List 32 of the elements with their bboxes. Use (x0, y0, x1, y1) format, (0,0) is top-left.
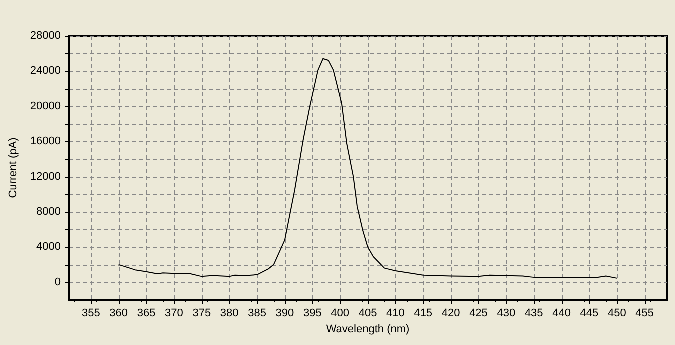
y-tick-label: 12000 (30, 170, 61, 183)
x-tick-label: 360 (110, 308, 128, 320)
y-axis-title: Current (pA) (8, 138, 20, 198)
y-tick-label: 28000 (30, 30, 61, 42)
x-tick-label: 420 (442, 308, 460, 320)
x-tick-label: 450 (608, 308, 626, 320)
y-tick-label: 16000 (30, 136, 61, 148)
x-tick-label: 395 (303, 308, 322, 320)
line-series (118, 58, 618, 279)
x-tick-label: 435 (524, 308, 544, 320)
x-tick-label: 390 (276, 308, 294, 320)
x-tick-label: 425 (470, 308, 488, 320)
x-tick-label: 445 (580, 308, 599, 320)
x-axis-title: Wavelength (nm) (326, 323, 410, 336)
x-tick-label: 355 (82, 308, 100, 320)
x-tick-label: 400 (331, 308, 350, 320)
x-tick-label: 405 (358, 308, 378, 320)
x-tick-label: 385 (248, 308, 266, 320)
x-tick-label: 440 (552, 308, 571, 320)
y-tick-label: 8000 (36, 206, 61, 218)
x-tick-label: 455 (636, 308, 654, 320)
x-tick-label: 430 (497, 308, 516, 320)
y-tick-label: 24000 (30, 65, 61, 78)
x-tick-label: 415 (414, 308, 433, 320)
x-tick-label: 380 (220, 308, 239, 320)
y-tick-label: 20000 (30, 100, 61, 112)
y-tick-label: 4000 (36, 241, 61, 254)
x-tick-label: 375 (192, 308, 212, 320)
y-tick-label: 0 (54, 276, 61, 288)
x-tick-label: 370 (165, 308, 184, 320)
x-tick-label: 410 (386, 308, 405, 320)
x-tick-label: 365 (137, 308, 156, 320)
